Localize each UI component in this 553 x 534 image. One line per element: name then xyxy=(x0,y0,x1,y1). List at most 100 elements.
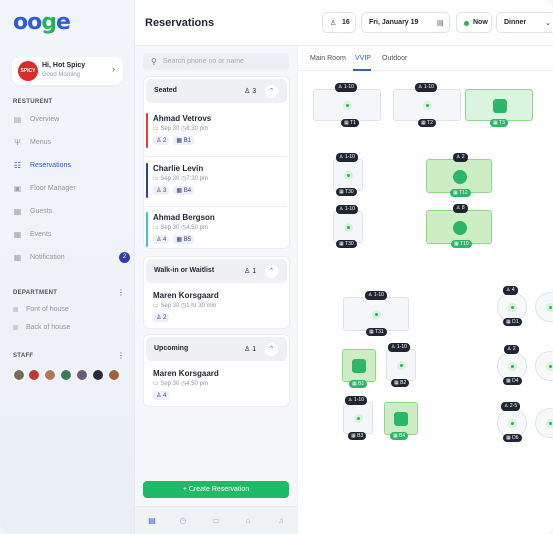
table-capacity: ♙ 1-10 xyxy=(336,153,358,162)
events-icon: ▦ xyxy=(13,230,22,239)
floor-table-b1[interactable] xyxy=(342,349,376,382)
group-header-upcoming[interactable]: Upcoming ♙ 1 ⌃ xyxy=(146,337,287,361)
clock-icon: ◷ xyxy=(181,225,187,231)
home-icon[interactable]: ⌂ xyxy=(245,516,251,525)
staff-avatar[interactable] xyxy=(13,369,25,381)
floor-table-round[interactable] xyxy=(535,351,553,381)
floor-table-t3[interactable] xyxy=(465,89,533,121)
staff-avatar[interactable] xyxy=(60,369,72,381)
sidebar-item-floor-manager[interactable]: ▣ Floor Manager xyxy=(13,184,76,193)
waitlist-card[interactable]: Maren Korsgaard ▭ Sep 30 ◷1 hr 30 min ♙ … xyxy=(153,291,219,322)
staff-avatar[interactable] xyxy=(76,369,88,381)
time-selector[interactable]: Now xyxy=(456,12,492,33)
guest-seated-icon xyxy=(453,170,467,184)
reservation-card[interactable]: Charlie Levin ▭ Sep 30 ◷7:30 pm ♙ 3 ▦ B4 xyxy=(146,163,287,201)
table-capacity: ♙ 2-5 xyxy=(501,402,521,411)
tab-main-room[interactable]: Main Room xyxy=(310,55,346,62)
table-label: ▦ T10 xyxy=(451,240,472,248)
floor-table-t10[interactable] xyxy=(426,210,492,244)
chevron-up-icon[interactable]: ⌃ xyxy=(265,343,278,356)
department-item-back[interactable]: Back of house xyxy=(13,324,70,331)
chevron-up-icon[interactable]: ⌃ xyxy=(265,85,278,98)
table-status-icon xyxy=(546,362,553,371)
chevron-up-icon[interactable]: ⌃ xyxy=(265,265,278,278)
section-title-staff: STAFF xyxy=(13,353,34,359)
history-icon[interactable]: ◷ xyxy=(179,516,187,525)
sidebar: ooge SPICY Hi, Hot Spicy Good Morning › … xyxy=(0,0,135,534)
department-more-icon[interactable]: ⋮ xyxy=(117,288,125,297)
floor-table-b2[interactable] xyxy=(386,349,416,381)
calendar-icon: ▭ xyxy=(153,176,159,182)
sidebar-item-guests[interactable]: ▦ Guests xyxy=(13,207,53,216)
staff-avatar[interactable] xyxy=(108,369,120,381)
chevron-down-icon: ⌄ xyxy=(545,20,551,27)
date-picker[interactable]: Fri, January 19 ▤ xyxy=(361,12,450,33)
sidebar-item-events[interactable]: ▦ Events xyxy=(13,230,52,239)
table-occupied-icon xyxy=(394,412,408,426)
brand-logo[interactable]: ooge xyxy=(13,10,71,35)
table-capacity: ♙ 1-10 xyxy=(345,396,367,405)
floor-table-round[interactable] xyxy=(535,408,553,438)
calendar-icon: ▭ xyxy=(153,225,159,231)
floor-table-d4[interactable] xyxy=(497,351,527,381)
staff-avatar[interactable] xyxy=(28,369,40,381)
profile-card[interactable]: SPICY Hi, Hot Spicy Good Morning › xyxy=(12,57,123,85)
profile-greeting: Good Morning xyxy=(42,72,81,78)
group-header-walkin[interactable]: Walk-in or Waitlist ♙ 1 ⌃ xyxy=(146,259,287,283)
search-input[interactable] xyxy=(163,55,283,68)
table-status-icon xyxy=(508,419,517,428)
upcoming-card[interactable]: Maren Korsgaard ▭ Sep 30 ◷4:50 pm ♙ 4 xyxy=(153,369,219,400)
floor-table-b4[interactable] xyxy=(384,402,418,435)
tab-outdoor[interactable]: Outdoor xyxy=(382,55,408,62)
department-item-front[interactable]: Font of house xyxy=(13,306,69,313)
sidebar-item-menus[interactable]: Ψ Menus xyxy=(14,138,52,147)
floor-table-t31[interactable] xyxy=(343,297,409,331)
live-dot-icon xyxy=(464,21,469,26)
staff-avatar[interactable] xyxy=(44,369,56,381)
table-chip: ▦ B1 xyxy=(173,136,195,145)
reservation-card[interactable]: Ahmad Bergson ▭ Sep 30 ◷4:50 pm ♙ 4 ▦ B5 xyxy=(146,212,287,250)
guest-count: ♙ 1 xyxy=(244,268,257,275)
create-reservation-button[interactable]: + Create Reservation xyxy=(143,481,289,498)
sidebar-item-notification[interactable]: ▦ Notification 2 xyxy=(13,250,130,266)
table-capacity: ♙ 1-10 xyxy=(335,83,357,92)
floor-table-round[interactable] xyxy=(535,292,553,322)
status-bar xyxy=(146,113,148,148)
sidebar-item-reservations[interactable]: ☷ Reservations xyxy=(13,161,71,170)
floor-table-t2[interactable] xyxy=(393,89,461,121)
floor-table-t12[interactable] xyxy=(426,159,492,193)
calendar-icon: ☷ xyxy=(13,161,22,170)
meal-selector[interactable]: Dinner ⌄ xyxy=(496,12,553,33)
status-bar xyxy=(146,212,148,247)
table-label: ▦ B2 xyxy=(391,379,410,387)
bell-icon[interactable]: ♫ xyxy=(278,516,284,525)
table-capacity: ♙ 1-10 xyxy=(365,291,387,300)
divider xyxy=(146,206,287,207)
table-status-icon xyxy=(508,303,517,312)
table-label: ▦ T12 xyxy=(450,189,471,197)
table-icon[interactable]: ▭ xyxy=(212,516,220,525)
sidebar-item-overview[interactable]: ▤ Overview xyxy=(13,115,60,124)
reservations-tab-icon[interactable]: ▤ xyxy=(148,516,156,525)
floor-table-d1[interactable] xyxy=(497,292,527,322)
guest-count-selector[interactable]: ♙ 16 xyxy=(322,12,356,33)
square-icon xyxy=(13,306,18,312)
group-header-seated[interactable]: Seated ♙ 3 ⌃ xyxy=(146,79,287,103)
tab-vvip[interactable]: VVIP xyxy=(355,55,371,62)
bell-icon: ▦ xyxy=(13,253,22,262)
restaurant-avatar: SPICY xyxy=(18,61,38,81)
floor-table-b3[interactable] xyxy=(343,402,373,434)
top-header: Reservations ♙ 16 Fri, January 19 ▤ Now … xyxy=(135,0,553,46)
clock-icon: ◷ xyxy=(181,303,187,309)
staff-avatar[interactable] xyxy=(92,369,104,381)
walkin-group: Walk-in or Waitlist ♙ 1 ⌃ Maren Korsgaar… xyxy=(143,256,290,329)
page-title: Reservations xyxy=(145,17,215,29)
floor-table-t1[interactable] xyxy=(313,89,381,121)
staff-more-icon[interactable]: ⋮ xyxy=(117,351,125,360)
person-icon: ♙ xyxy=(330,20,337,27)
floor-table-t30-second[interactable] xyxy=(333,211,363,243)
table-chip: ▦ B5 xyxy=(173,235,195,244)
reservation-card[interactable]: Ahmad Vetrovs ▭ Sep 30 ◷8:30 pm ♙ 2 ▦ B1 xyxy=(146,113,287,151)
floor-table-t30[interactable] xyxy=(333,159,363,191)
